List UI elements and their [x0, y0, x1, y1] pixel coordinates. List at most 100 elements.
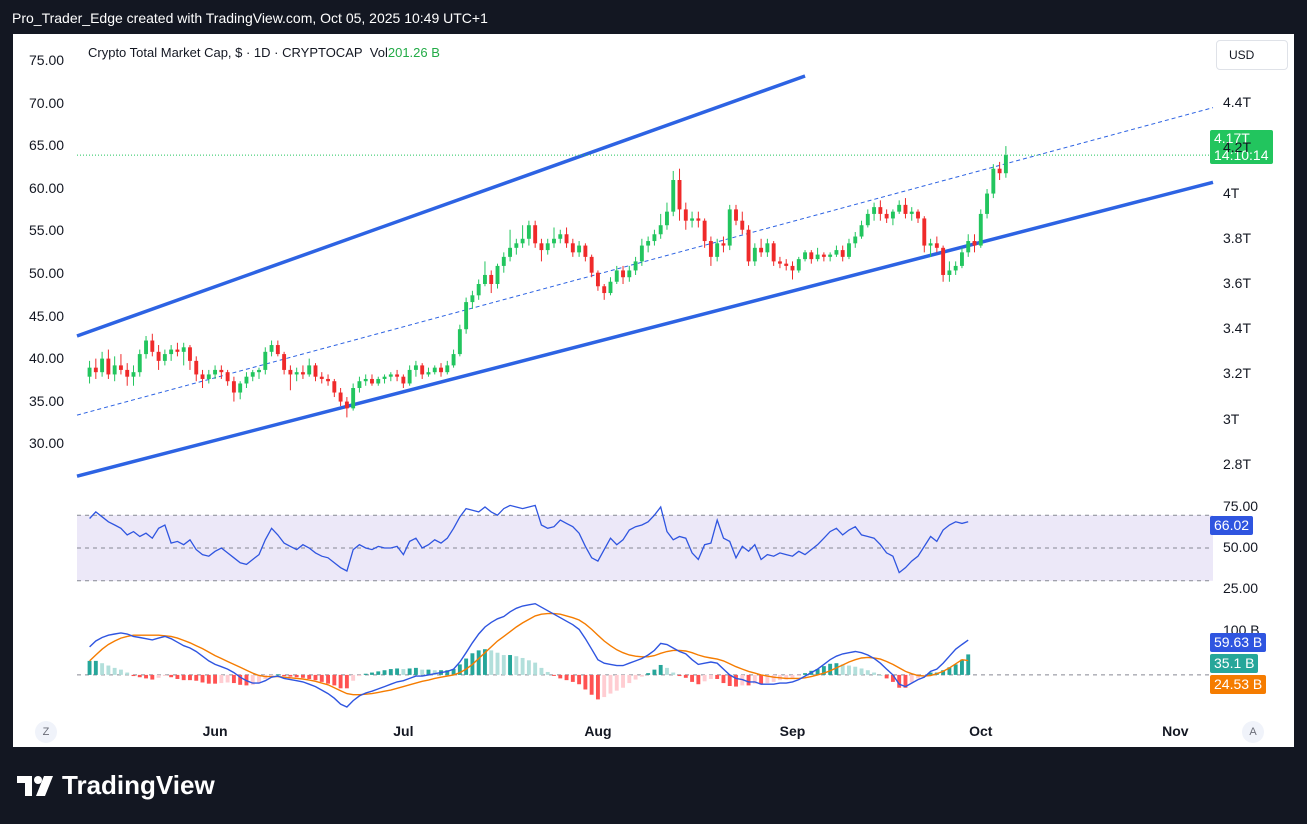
- candle-body: [639, 245, 644, 262]
- macd-histogram-bar: [388, 669, 393, 675]
- candle-body: [131, 372, 136, 377]
- chart-canvas[interactable]: [13, 34, 1294, 747]
- time-axis-label: Jun: [202, 723, 228, 739]
- currency-button[interactable]: USD: [1216, 40, 1288, 70]
- candle-body: [112, 365, 117, 375]
- candle-body: [727, 209, 732, 246]
- candle-body: [137, 354, 142, 373]
- symbol-legend[interactable]: Crypto Total Market Cap, $ · 1D · CRYPTO…: [88, 45, 440, 60]
- tradingview-logo[interactable]: TradingView: [16, 770, 215, 801]
- candle-body: [545, 243, 550, 251]
- candle-body: [771, 243, 776, 262]
- macd-histogram-bar: [614, 674, 619, 691]
- candle-body: [188, 347, 192, 361]
- candle-body: [960, 252, 964, 266]
- macd-histogram-bar: [865, 670, 870, 675]
- macd-histogram-bar: [539, 667, 544, 675]
- macd-histogram-bar: [87, 660, 92, 675]
- macd-histogram-bar: [351, 674, 356, 681]
- candle-body: [263, 351, 268, 370]
- left-axis-label: 60.00: [29, 179, 65, 196]
- candle-body: [144, 340, 148, 355]
- time-axis-label: Nov: [1162, 723, 1189, 739]
- macd-histogram-bar: [413, 667, 418, 675]
- candle-body: [608, 281, 613, 294]
- candle-body: [696, 218, 701, 221]
- macd-histogram-bar: [840, 664, 845, 675]
- macd-histogram-bar: [853, 666, 858, 675]
- macd-histogram-bar: [137, 674, 142, 678]
- macd-histogram-bar: [941, 670, 946, 675]
- candle-body: [300, 372, 305, 375]
- candle-body: [583, 245, 588, 257]
- candle-body: [395, 374, 400, 377]
- macd-histogram-bar: [602, 674, 607, 698]
- macd-histogram-bar: [213, 674, 218, 684]
- left-axis-label: 70.00: [29, 94, 65, 111]
- zoom-z-button[interactable]: Z: [35, 721, 57, 743]
- candle-body: [457, 329, 462, 355]
- candle-body: [489, 274, 494, 284]
- candle-body: [828, 254, 833, 257]
- macd-line: [89, 602, 969, 708]
- candle-body: [125, 369, 130, 377]
- macd-histogram-bar: [671, 672, 676, 675]
- macd-histogram-bar: [175, 674, 180, 679]
- macd-histogram-bar: [363, 673, 368, 675]
- macd-histogram-bar: [501, 655, 506, 675]
- candle-body: [200, 374, 205, 379]
- macd-histogram-bar: [796, 674, 801, 677]
- macd-histogram-bar: [100, 663, 105, 675]
- macd-histogram-bar: [150, 674, 155, 680]
- macd-histogram-bar: [476, 650, 481, 675]
- candle-body: [784, 263, 789, 266]
- candle-body: [376, 378, 381, 384]
- candle-body: [175, 349, 180, 352]
- candle-body: [231, 381, 236, 393]
- macd-histogram-bar: [181, 674, 186, 681]
- macd-histogram-bar: [702, 674, 707, 682]
- macd-histogram-bar: [665, 667, 669, 675]
- candle-body: [539, 243, 544, 251]
- candle-body: [991, 168, 996, 194]
- candle-body: [501, 256, 506, 266]
- macd-histogram-bar: [658, 664, 663, 675]
- channel-lower-line: [76, 180, 1214, 478]
- candle-body: [439, 367, 443, 373]
- candle-body: [890, 211, 895, 219]
- candle-body: [853, 236, 858, 244]
- macd-histogram-bar: [257, 674, 261, 683]
- candle-body: [934, 243, 939, 248]
- macd-histogram-bar: [828, 663, 833, 675]
- right-axis-label: 2.8T: [1223, 455, 1252, 472]
- candle-body: [288, 369, 293, 375]
- candle-body: [162, 354, 167, 361]
- candle-body: [690, 218, 695, 221]
- macd-histogram-bar: [947, 667, 952, 675]
- macd-histogram-bar: [558, 674, 563, 679]
- candle-body: [665, 211, 669, 226]
- macd-histogram-bar: [890, 674, 895, 682]
- candle-body: [658, 225, 663, 235]
- candle-body: [363, 378, 368, 382]
- channel-midline: [76, 107, 1214, 416]
- auto-scale-button[interactable]: A: [1242, 721, 1264, 743]
- candle-body: [357, 381, 362, 388]
- candle-body: [790, 265, 795, 271]
- macd-histogram-bar: [916, 674, 920, 679]
- left-axis-label: 40.00: [29, 350, 65, 367]
- macd-histogram-bar: [583, 674, 588, 690]
- candle-body: [451, 354, 456, 366]
- candle-body: [621, 270, 625, 278]
- left-axis-label: 75.00: [29, 52, 65, 68]
- macd-histogram-bar: [715, 674, 720, 679]
- macd-histogram-bar: [878, 674, 883, 676]
- candle-body: [413, 365, 418, 370]
- macd-histogram-bar: [338, 674, 343, 689]
- macd-histogram-bar: [570, 674, 575, 682]
- candle-body: [577, 245, 582, 253]
- candle-body: [432, 367, 437, 373]
- candle-body: [344, 401, 349, 409]
- macd-histogram-bar: [93, 660, 98, 675]
- candle-body: [909, 211, 914, 214]
